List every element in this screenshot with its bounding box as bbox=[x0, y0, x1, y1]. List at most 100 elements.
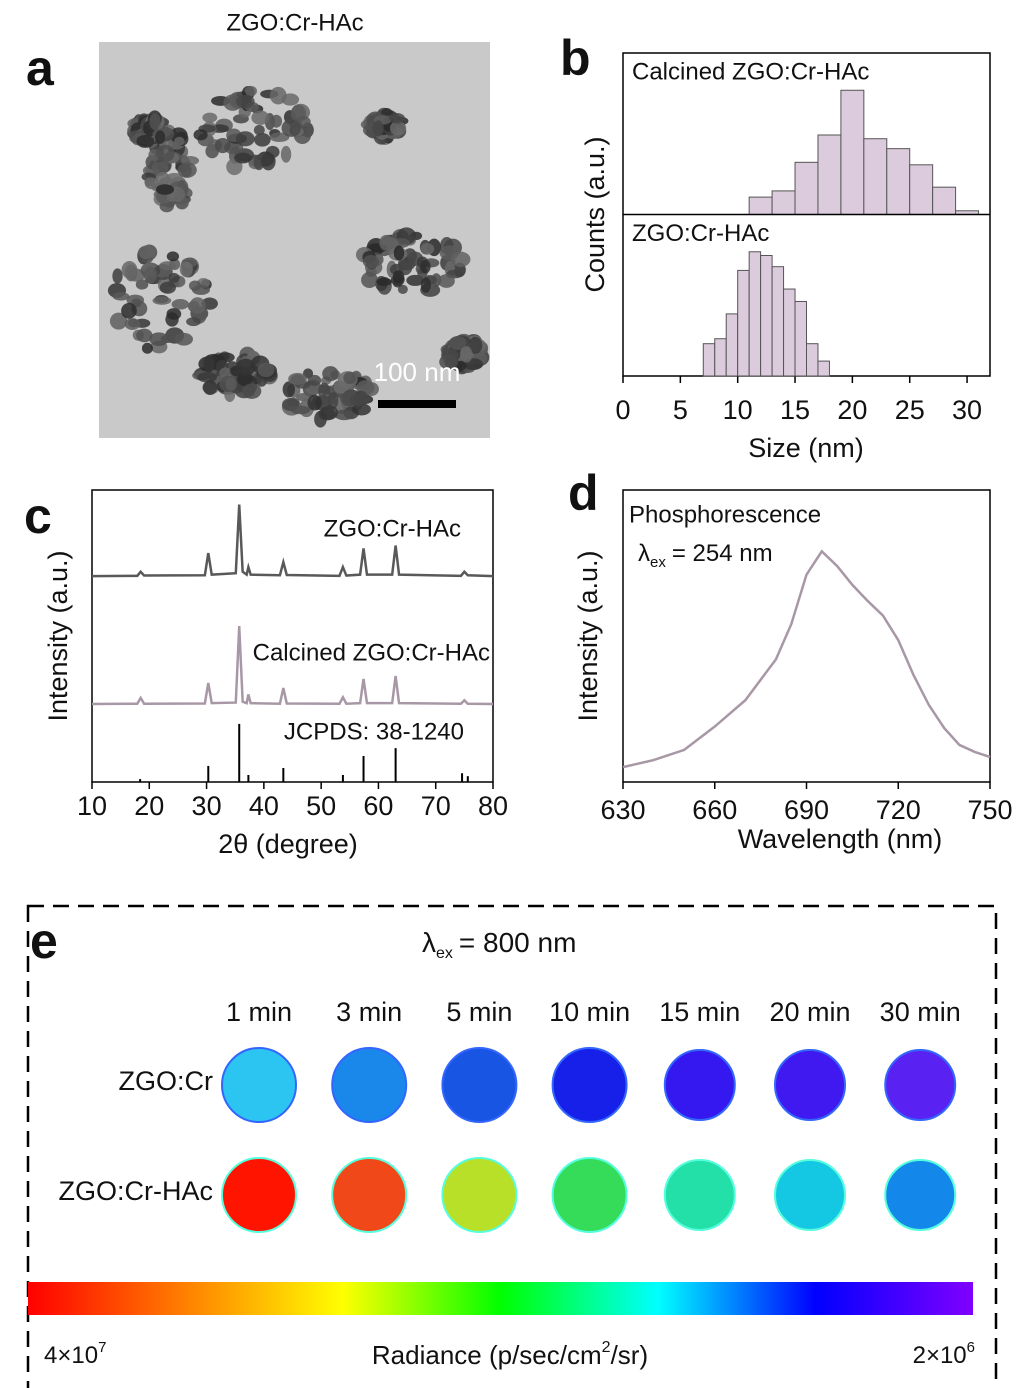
particle bbox=[372, 120, 384, 137]
particle bbox=[290, 405, 311, 415]
symbol: λ bbox=[422, 927, 436, 958]
particle bbox=[136, 134, 155, 148]
time-label: 15 min bbox=[659, 997, 740, 1027]
particle bbox=[166, 308, 182, 320]
histogram-bar bbox=[748, 251, 762, 377]
excitation-text: = 254 nm bbox=[672, 540, 773, 567]
label-text: /sr) bbox=[611, 1340, 649, 1370]
particle bbox=[334, 409, 355, 421]
well-signal bbox=[221, 1157, 297, 1233]
panel-letter: e bbox=[30, 913, 58, 969]
particle bbox=[155, 184, 175, 195]
particle bbox=[189, 297, 206, 314]
particle bbox=[193, 129, 208, 141]
particles bbox=[107, 85, 490, 428]
x-tick-label: 0 bbox=[615, 395, 630, 425]
x-tick-label: 5 bbox=[673, 395, 688, 425]
histogram-bar bbox=[886, 148, 911, 216]
scale-bar-label: 100 nm bbox=[374, 357, 461, 387]
particle bbox=[151, 159, 169, 177]
particle bbox=[438, 274, 455, 288]
particle bbox=[270, 114, 283, 128]
particle bbox=[138, 245, 155, 260]
particle bbox=[214, 137, 231, 154]
superscript: 7 bbox=[98, 1339, 106, 1356]
particle bbox=[254, 133, 271, 147]
particle bbox=[388, 112, 405, 124]
y-axis-label: Intensity (a.u.) bbox=[43, 550, 73, 721]
particle bbox=[235, 358, 256, 376]
particle bbox=[135, 279, 149, 290]
x-axis-label: 2θ (degree) bbox=[218, 829, 358, 859]
particle bbox=[451, 251, 471, 268]
histogram-bar bbox=[748, 196, 773, 216]
particle bbox=[320, 405, 338, 420]
colorbar-max: 4×107 bbox=[44, 1339, 106, 1369]
particle bbox=[179, 261, 193, 278]
particle bbox=[174, 136, 185, 146]
particle bbox=[420, 243, 435, 255]
particle bbox=[235, 94, 255, 109]
excitation: λex = 800 nm bbox=[422, 927, 576, 962]
particle bbox=[160, 334, 176, 344]
particle bbox=[149, 113, 161, 131]
particle bbox=[124, 318, 140, 330]
x-tick-label: 80 bbox=[478, 791, 508, 821]
x-axis-label: Wavelength (nm) bbox=[738, 824, 943, 854]
particle bbox=[307, 394, 322, 411]
panel-letter: b bbox=[560, 30, 591, 86]
particle bbox=[379, 234, 394, 251]
particle bbox=[351, 403, 371, 416]
particle bbox=[392, 270, 405, 284]
particle bbox=[397, 284, 408, 294]
particle bbox=[269, 86, 287, 105]
well-signal bbox=[551, 1047, 628, 1123]
particle bbox=[188, 280, 201, 291]
well-signal bbox=[884, 1049, 957, 1121]
image-title: ZGO:Cr-HAc bbox=[226, 9, 363, 36]
particle bbox=[349, 393, 370, 407]
particle bbox=[156, 172, 170, 186]
time-label: 3 min bbox=[336, 997, 402, 1027]
histogram-bar bbox=[702, 343, 716, 377]
particle bbox=[155, 130, 166, 145]
x-tick-label: 720 bbox=[876, 795, 921, 825]
particle bbox=[449, 335, 467, 351]
histogram-bar bbox=[840, 89, 865, 215]
base: 4×10 bbox=[44, 1342, 98, 1369]
x-tick-label: 20 bbox=[837, 395, 867, 425]
y-axis-label: Intensity (a.u.) bbox=[573, 550, 603, 721]
well-signal bbox=[331, 1047, 408, 1123]
colorbar bbox=[28, 1282, 973, 1315]
panel-letter: c bbox=[24, 488, 52, 544]
histogram-bar bbox=[794, 300, 807, 377]
particle bbox=[281, 119, 302, 137]
well-signal bbox=[884, 1159, 957, 1231]
histogram-bar bbox=[714, 338, 727, 377]
particle bbox=[420, 277, 431, 293]
well-signal bbox=[774, 1049, 846, 1121]
particle bbox=[174, 332, 193, 346]
y-axis-label: Counts (a.u.) bbox=[580, 136, 610, 292]
particle bbox=[322, 366, 339, 382]
particle bbox=[112, 268, 123, 284]
x-tick-label: 20 bbox=[134, 791, 164, 821]
well-signal bbox=[441, 1157, 518, 1233]
particle bbox=[159, 281, 176, 294]
particle bbox=[333, 380, 348, 394]
line bbox=[91, 626, 494, 706]
colorbar-label: Radiance (p/sec/cm2/sr) bbox=[372, 1339, 648, 1370]
histogram-bar bbox=[806, 343, 819, 377]
time-label: 1 min bbox=[226, 997, 292, 1027]
x-tick-label: 50 bbox=[306, 791, 336, 821]
time-label: 30 min bbox=[880, 997, 961, 1027]
panel-letter: d bbox=[568, 465, 599, 521]
superscript: 6 bbox=[967, 1339, 975, 1356]
particle bbox=[389, 120, 407, 136]
superscript: 2 bbox=[602, 1339, 611, 1356]
particle bbox=[234, 152, 252, 164]
histogram-bar bbox=[909, 164, 934, 215]
particle bbox=[269, 132, 290, 142]
well-signal bbox=[663, 1159, 736, 1231]
particle bbox=[109, 312, 128, 330]
